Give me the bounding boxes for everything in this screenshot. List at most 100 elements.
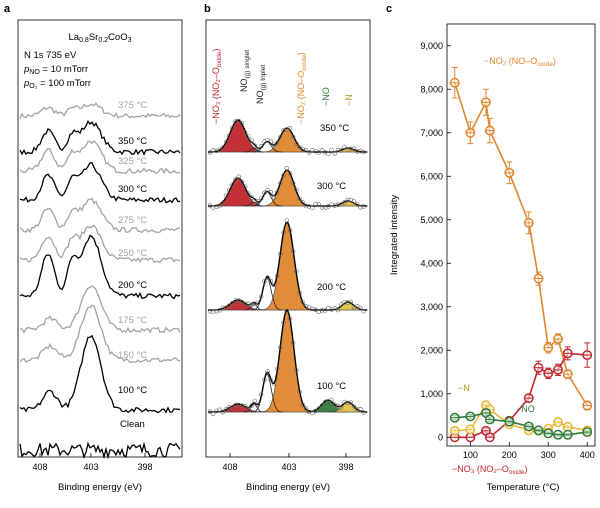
raw-data-point [249, 195, 254, 200]
a-xtick-408: 408 [32, 462, 47, 472]
raw-data-point [211, 205, 216, 210]
raw-data-point [284, 308, 289, 314]
raw-data-point [281, 230, 286, 235]
raw-data-point [339, 148, 344, 153]
raw-data-point [243, 184, 248, 189]
b-temp-350: 350 °C [320, 123, 349, 134]
panel-c-label: c [386, 3, 392, 15]
raw-data-point [239, 403, 245, 408]
raw-data-point [297, 290, 302, 296]
raw-data-point [303, 203, 309, 209]
fit-component-trip [251, 277, 283, 311]
raw-data-point [281, 128, 286, 133]
raw-data-point [291, 180, 296, 186]
c-ytick-label: 7,000 [420, 128, 443, 138]
raw-data-point [239, 299, 245, 305]
raw-data-point [246, 407, 251, 412]
raw-data-point [291, 134, 296, 140]
raw-data-point [233, 177, 238, 182]
raw-data-point [313, 307, 318, 312]
raw-data-point [230, 301, 235, 306]
raw-data-point [271, 195, 277, 200]
panel-b-frame [205, 19, 371, 458]
raw-data-point [335, 307, 341, 313]
raw-data-point [313, 408, 318, 414]
raw-data-point [259, 196, 264, 201]
raw-data-point [323, 205, 328, 210]
panel-c-frame [446, 23, 596, 447]
raw-data-point [249, 403, 254, 408]
raw-data-point [316, 406, 321, 411]
raw-data-point [287, 125, 293, 131]
spectrum-a-label: 275 °C [118, 215, 147, 226]
spectrum-a-label: 175 °C [118, 315, 147, 326]
b-temp-200: 200 °C [317, 282, 346, 293]
spectrum-a-label: 300 °C [118, 184, 147, 195]
raw-data-point [220, 201, 226, 206]
raw-data-point [233, 402, 238, 408]
spectrum-a-line [19, 224, 181, 264]
raw-data-point [217, 147, 222, 153]
raw-data-point [265, 275, 270, 280]
spectrum-a-label: 200 °C [118, 280, 147, 291]
raw-data-point [275, 366, 280, 372]
raw-data-point [326, 204, 331, 209]
raw-data-point [345, 197, 350, 203]
raw-data-point [345, 300, 350, 305]
panel-b-label: b [204, 3, 211, 15]
spectrum-a-label: Clean [120, 419, 145, 430]
raw-data-point [297, 389, 302, 395]
raw-data-point [268, 190, 273, 195]
raw-data-point [351, 146, 357, 151]
raw-data-point [351, 199, 357, 204]
raw-data-point [281, 320, 286, 325]
raw-data-point [294, 269, 299, 274]
raw-data-point [227, 405, 232, 410]
raw-data-point [220, 145, 226, 150]
raw-data-point [345, 147, 350, 152]
raw-data-point [300, 200, 305, 205]
c-ytick-label: 8,000 [420, 84, 443, 94]
fit-component-trip [251, 373, 283, 413]
c-xtick-label: 200 [502, 450, 517, 460]
fit-component-sing [243, 403, 264, 413]
raw-data-point [303, 148, 309, 153]
raw-data-point [332, 203, 337, 208]
annotation-no: −NO [516, 404, 535, 414]
panel-b: b −NO₃ (NO₂–Ooxide) NO(g) singlet NO(g) … [204, 3, 371, 493]
fit-component-sing [243, 303, 264, 311]
raw-data-point [310, 306, 315, 311]
raw-data-point [291, 340, 296, 346]
b-xtick-403: 403 [281, 462, 296, 472]
raw-data-point [236, 118, 242, 124]
spectrum-a-label: 150 °C [118, 350, 147, 361]
species-label-no3: −NO₃ (NO₂–Ooxide) [211, 49, 223, 124]
raw-data-point [230, 405, 235, 410]
panel-a-x-axis: 408 403 398 Binding energy (eV) [32, 453, 153, 493]
raw-data-point [297, 196, 302, 201]
raw-data-point [355, 149, 360, 154]
raw-data-point [278, 345, 283, 350]
raw-data-point [342, 200, 347, 205]
raw-data-point [319, 148, 325, 153]
c-ytick-label: 1,000 [420, 389, 443, 399]
fit-component-no2 [262, 309, 312, 413]
raw-data-point [233, 298, 238, 303]
raw-data-point [214, 148, 219, 154]
spectrum-a-line [19, 140, 181, 175]
c-ytick-label: 5,000 [420, 215, 443, 225]
raw-data-point [355, 407, 360, 412]
raw-data-point [287, 171, 293, 176]
raw-data-point [287, 228, 293, 233]
panel-a: a La0.8Sr0.2CoO3 N 1s 735 eV pNO = 10 mT… [4, 3, 183, 493]
raw-data-point [358, 205, 363, 210]
raw-data-point [319, 205, 325, 210]
raw-data-point [275, 273, 280, 279]
spectrum-a-label: 325 °C [118, 156, 147, 167]
raw-data-point [348, 146, 353, 152]
raw-data-point [243, 301, 248, 306]
raw-data-point [284, 166, 289, 171]
raw-data-point [329, 147, 334, 153]
raw-data-point [278, 134, 283, 140]
